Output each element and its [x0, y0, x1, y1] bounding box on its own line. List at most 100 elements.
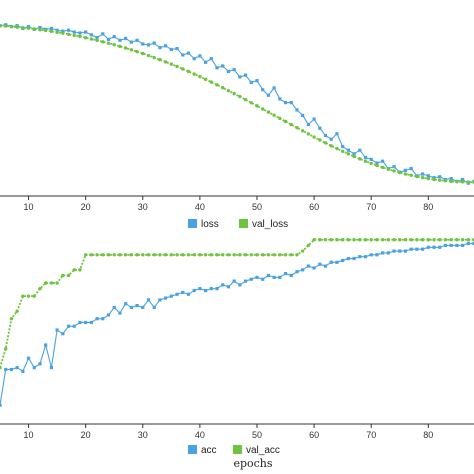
data-point-val_loss [83, 36, 88, 40]
data-point-acc [175, 292, 179, 296]
data-point-acc [4, 367, 8, 372]
data-point-loss [329, 137, 333, 141]
data-point-acc [386, 251, 390, 255]
data-point-acc [15, 366, 19, 370]
data-point-acc [312, 266, 316, 270]
data-point-val_loss [318, 138, 322, 142]
data-point-acc [261, 277, 265, 281]
data-point-val_loss [66, 32, 71, 36]
data-point-acc [181, 290, 185, 294]
data-point-val_loss [432, 177, 436, 182]
data-point-val_acc [221, 253, 225, 257]
data-point-acc [101, 317, 105, 321]
data-point-val_loss [203, 77, 208, 82]
data-point-acc [301, 268, 305, 272]
data-point-val_acc [340, 238, 345, 242]
data-point-val_acc [369, 238, 373, 242]
loss-chart: 10 20 30 40 50 60 70 80 loss val_loss [0, 23, 474, 230]
data-point-loss [112, 35, 116, 39]
data-point-acc [449, 243, 453, 247]
data-point-acc [255, 275, 259, 279]
data-point-acc [352, 256, 356, 261]
data-point-acc [346, 256, 350, 261]
data-point-val_acc [78, 268, 82, 272]
data-point-acc [283, 272, 288, 276]
data-point-val_loss [26, 26, 31, 30]
data-point-loss [392, 165, 396, 169]
data-point-val_loss [249, 101, 253, 105]
data-point-acc [341, 258, 345, 263]
data-point-val_acc [4, 347, 8, 351]
data-point-val_loss [106, 41, 111, 45]
data-point-loss [449, 177, 453, 181]
data-point-val_loss [455, 180, 459, 184]
data-point-acc [95, 317, 99, 321]
data-point-loss [421, 172, 425, 176]
data-point-val_loss [215, 83, 219, 87]
data-point-acc [186, 292, 191, 296]
data-point-acc [266, 273, 271, 278]
data-point-acc [21, 369, 25, 373]
data-point-acc [55, 328, 59, 332]
data-point-val_acc [9, 317, 14, 321]
legend-label-val_loss: val_loss [252, 219, 288, 230]
data-point-loss [363, 155, 368, 160]
data-point-acc [432, 245, 436, 249]
data-point-loss [61, 29, 65, 33]
data-point-val_loss [15, 25, 19, 29]
data-point-acc [89, 320, 93, 325]
x-tick-label: 70 [366, 202, 376, 212]
data-point-acc [472, 241, 474, 246]
data-point-val_acc [192, 253, 196, 257]
data-point-val_loss [198, 74, 202, 79]
data-point-loss [323, 133, 328, 138]
data-point-val_acc [415, 238, 419, 242]
data-point-acc [61, 332, 65, 336]
data-point-val_acc [409, 238, 413, 242]
data-point-acc [466, 241, 470, 246]
data-point-acc [146, 298, 151, 302]
data-point-val_acc [283, 253, 288, 257]
data-point-loss [89, 33, 93, 37]
data-point-acc [49, 366, 53, 370]
data-point-loss [335, 132, 339, 136]
data-point-val_loss [272, 113, 276, 117]
data-point-acc [455, 243, 459, 247]
data-point-val_loss [135, 49, 139, 54]
data-point-loss [266, 93, 271, 97]
data-point-val_acc [49, 281, 54, 285]
data-point-acc [381, 251, 385, 255]
data-point-val_acc [0, 365, 2, 370]
data-point-val_acc [403, 238, 408, 242]
data-point-val_acc [101, 253, 105, 257]
data-point-acc [409, 247, 413, 251]
data-point-val_acc [118, 253, 122, 257]
data-point-loss [164, 44, 168, 48]
x-tick-label: 80 [423, 202, 433, 212]
data-point-acc [358, 255, 362, 259]
data-point-val_acc [392, 238, 396, 242]
data-point-loss [249, 80, 253, 85]
x-tick-label: 20 [81, 430, 91, 440]
data-point-val_acc [432, 238, 436, 242]
data-point-val_loss [312, 135, 316, 139]
series-line-loss [0, 24, 474, 184]
data-point-val_loss [186, 69, 191, 74]
data-point-val_loss [426, 176, 431, 181]
data-point-val_acc [306, 243, 311, 248]
data-point-acc [118, 311, 122, 315]
data-point-val_loss [55, 30, 59, 34]
data-point-acc [203, 288, 208, 293]
data-point-loss [283, 100, 288, 105]
data-point-acc [106, 313, 111, 317]
data-point-loss [243, 73, 248, 77]
data-point-val_acc [386, 238, 391, 242]
data-point-loss [135, 38, 139, 42]
data-point-val_loss [466, 180, 470, 184]
data-point-acc [164, 296, 168, 300]
data-point-val_acc [198, 253, 202, 257]
data-point-val_loss [340, 149, 345, 154]
data-point-val_loss [43, 28, 48, 33]
data-point-val_acc [129, 253, 134, 257]
data-point-loss [409, 166, 413, 171]
